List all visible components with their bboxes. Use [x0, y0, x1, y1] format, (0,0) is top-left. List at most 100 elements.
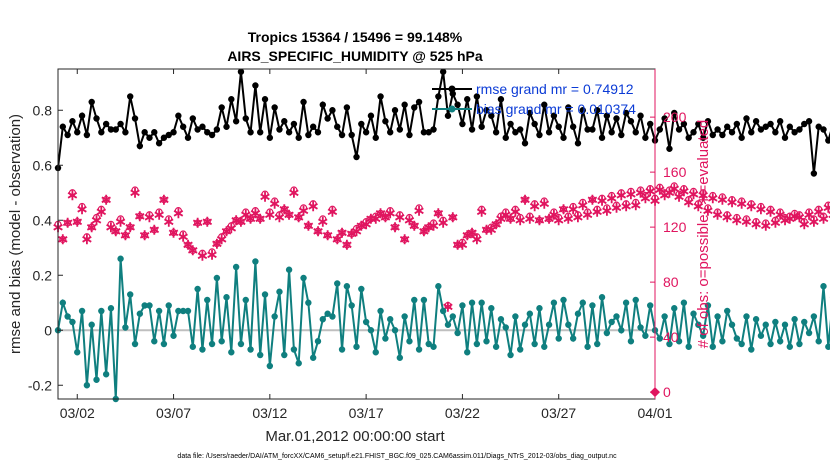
series-point-1	[666, 340, 673, 348]
series-point-1	[521, 321, 529, 328]
obs-possible-point	[410, 222, 418, 230]
x-tick-label: 04/01	[637, 405, 672, 421]
series-point-1	[64, 313, 71, 320]
series-point-0	[257, 129, 264, 136]
series-point-1	[709, 343, 716, 350]
series-point-0	[618, 131, 625, 139]
series-point-1	[618, 327, 625, 334]
series-point-1	[102, 371, 110, 378]
obs-possible-point	[213, 240, 221, 248]
series-point-1	[502, 324, 509, 331]
obs-evaluated-point: ∗	[750, 216, 763, 233]
obs-possible-point	[612, 201, 621, 209]
series-point-0	[411, 104, 418, 111]
series-point-1	[661, 313, 668, 320]
series-point-1	[160, 340, 168, 348]
obs-possible-point	[271, 197, 279, 205]
obs-evaluated-point: ∗	[615, 187, 628, 204]
obs-evaluated-point: ∗	[201, 213, 214, 230]
obs-possible-point	[381, 213, 389, 222]
obs-possible-point	[776, 208, 784, 216]
series-point-1	[93, 376, 100, 383]
series-point-0	[805, 118, 813, 125]
obs-evaluated-point: ∗	[490, 216, 503, 233]
obs-evaluated-point: ∗	[798, 216, 811, 233]
obs-possible-point	[256, 215, 264, 223]
series-point-0	[232, 118, 240, 125]
obs-possible-point	[593, 205, 601, 213]
obs-evaluated-point: ∗	[711, 206, 724, 223]
series-point-1	[252, 258, 259, 265]
obs-possible-point	[733, 213, 741, 222]
obs-evaluated-point: ∗	[451, 237, 464, 254]
obs-possible-point	[646, 185, 654, 193]
series-point-0	[642, 134, 649, 141]
series-point-0	[709, 131, 716, 139]
obs-possible-point	[449, 213, 457, 222]
obs-possible-point	[492, 220, 500, 228]
series-point-1	[622, 299, 630, 306]
series-point-0	[719, 131, 726, 139]
series-point-1	[276, 288, 283, 295]
series-point-0	[334, 123, 341, 130]
series-point-1	[695, 321, 702, 328]
series-point-0	[574, 140, 582, 147]
obs-possible-point	[136, 212, 144, 220]
series-point-0	[801, 120, 808, 128]
obs-evaluated-point: ∗	[543, 211, 556, 228]
series-point-1	[671, 305, 678, 312]
series-point-1	[724, 307, 731, 315]
series-point-0	[632, 129, 639, 136]
series-point-0	[724, 123, 731, 130]
obs-possible-point	[386, 207, 394, 215]
obs-possible-point	[357, 222, 365, 230]
series-point-0	[521, 140, 529, 147]
obs-evaluated-point: ∗	[519, 191, 532, 208]
series-point-0	[757, 126, 765, 133]
obs-possible-point	[762, 219, 770, 227]
obs-possible-point	[232, 216, 240, 224]
series-point-0	[252, 82, 259, 89]
series-point-1	[589, 302, 596, 309]
series-point-0	[699, 134, 707, 141]
obs-possible-point	[815, 205, 823, 213]
obs-evaluated-point: ∗	[803, 206, 816, 223]
series-point-1	[464, 349, 471, 356]
obs-evaluated-point: ∗	[514, 212, 527, 229]
series-point-0	[324, 115, 331, 122]
obs-evaluated-point: ∗	[312, 223, 325, 240]
obs-evaluated-point: ∗	[254, 211, 267, 228]
obs-possible-point	[194, 219, 202, 227]
series-point-1	[752, 316, 760, 323]
obs-evaluated-point: ∗	[138, 227, 151, 244]
series-point-1	[569, 335, 577, 342]
obs-evaluated-point: ∗	[206, 246, 219, 263]
obs-possible-point	[280, 205, 288, 213]
obs-possible-point	[723, 211, 731, 219]
obs-evaluated-point: ∗	[379, 209, 392, 226]
series-point-1	[362, 318, 370, 326]
obs-evaluated-point: ∗	[389, 219, 402, 236]
series-point-0	[497, 96, 505, 103]
obs-possible-point	[545, 215, 553, 223]
series-point-0	[661, 115, 668, 122]
series-point-0	[594, 107, 601, 114]
series-point-1	[435, 283, 442, 290]
series-point-0	[290, 120, 298, 128]
obs-evaluated-point: ∗	[562, 211, 575, 228]
obs-evaluated-point: ∗	[307, 198, 320, 215]
obs-evaluated-point: ∗	[673, 189, 686, 206]
series-point-0	[603, 112, 611, 119]
series-point-0	[348, 131, 355, 139]
obs-evaluated-point: ∗	[697, 187, 710, 204]
series-point-1	[420, 296, 428, 304]
obs-evaluated-point: ∗	[259, 189, 272, 206]
series-point-0	[815, 123, 822, 130]
series-point-0	[387, 129, 394, 136]
series-point-1	[574, 310, 582, 317]
obs-possible-point	[516, 213, 524, 222]
series-point-1	[146, 302, 153, 309]
obs-evaluated-point: ∗	[61, 215, 74, 232]
series-point-0	[796, 126, 803, 133]
series-point-0	[338, 131, 346, 139]
